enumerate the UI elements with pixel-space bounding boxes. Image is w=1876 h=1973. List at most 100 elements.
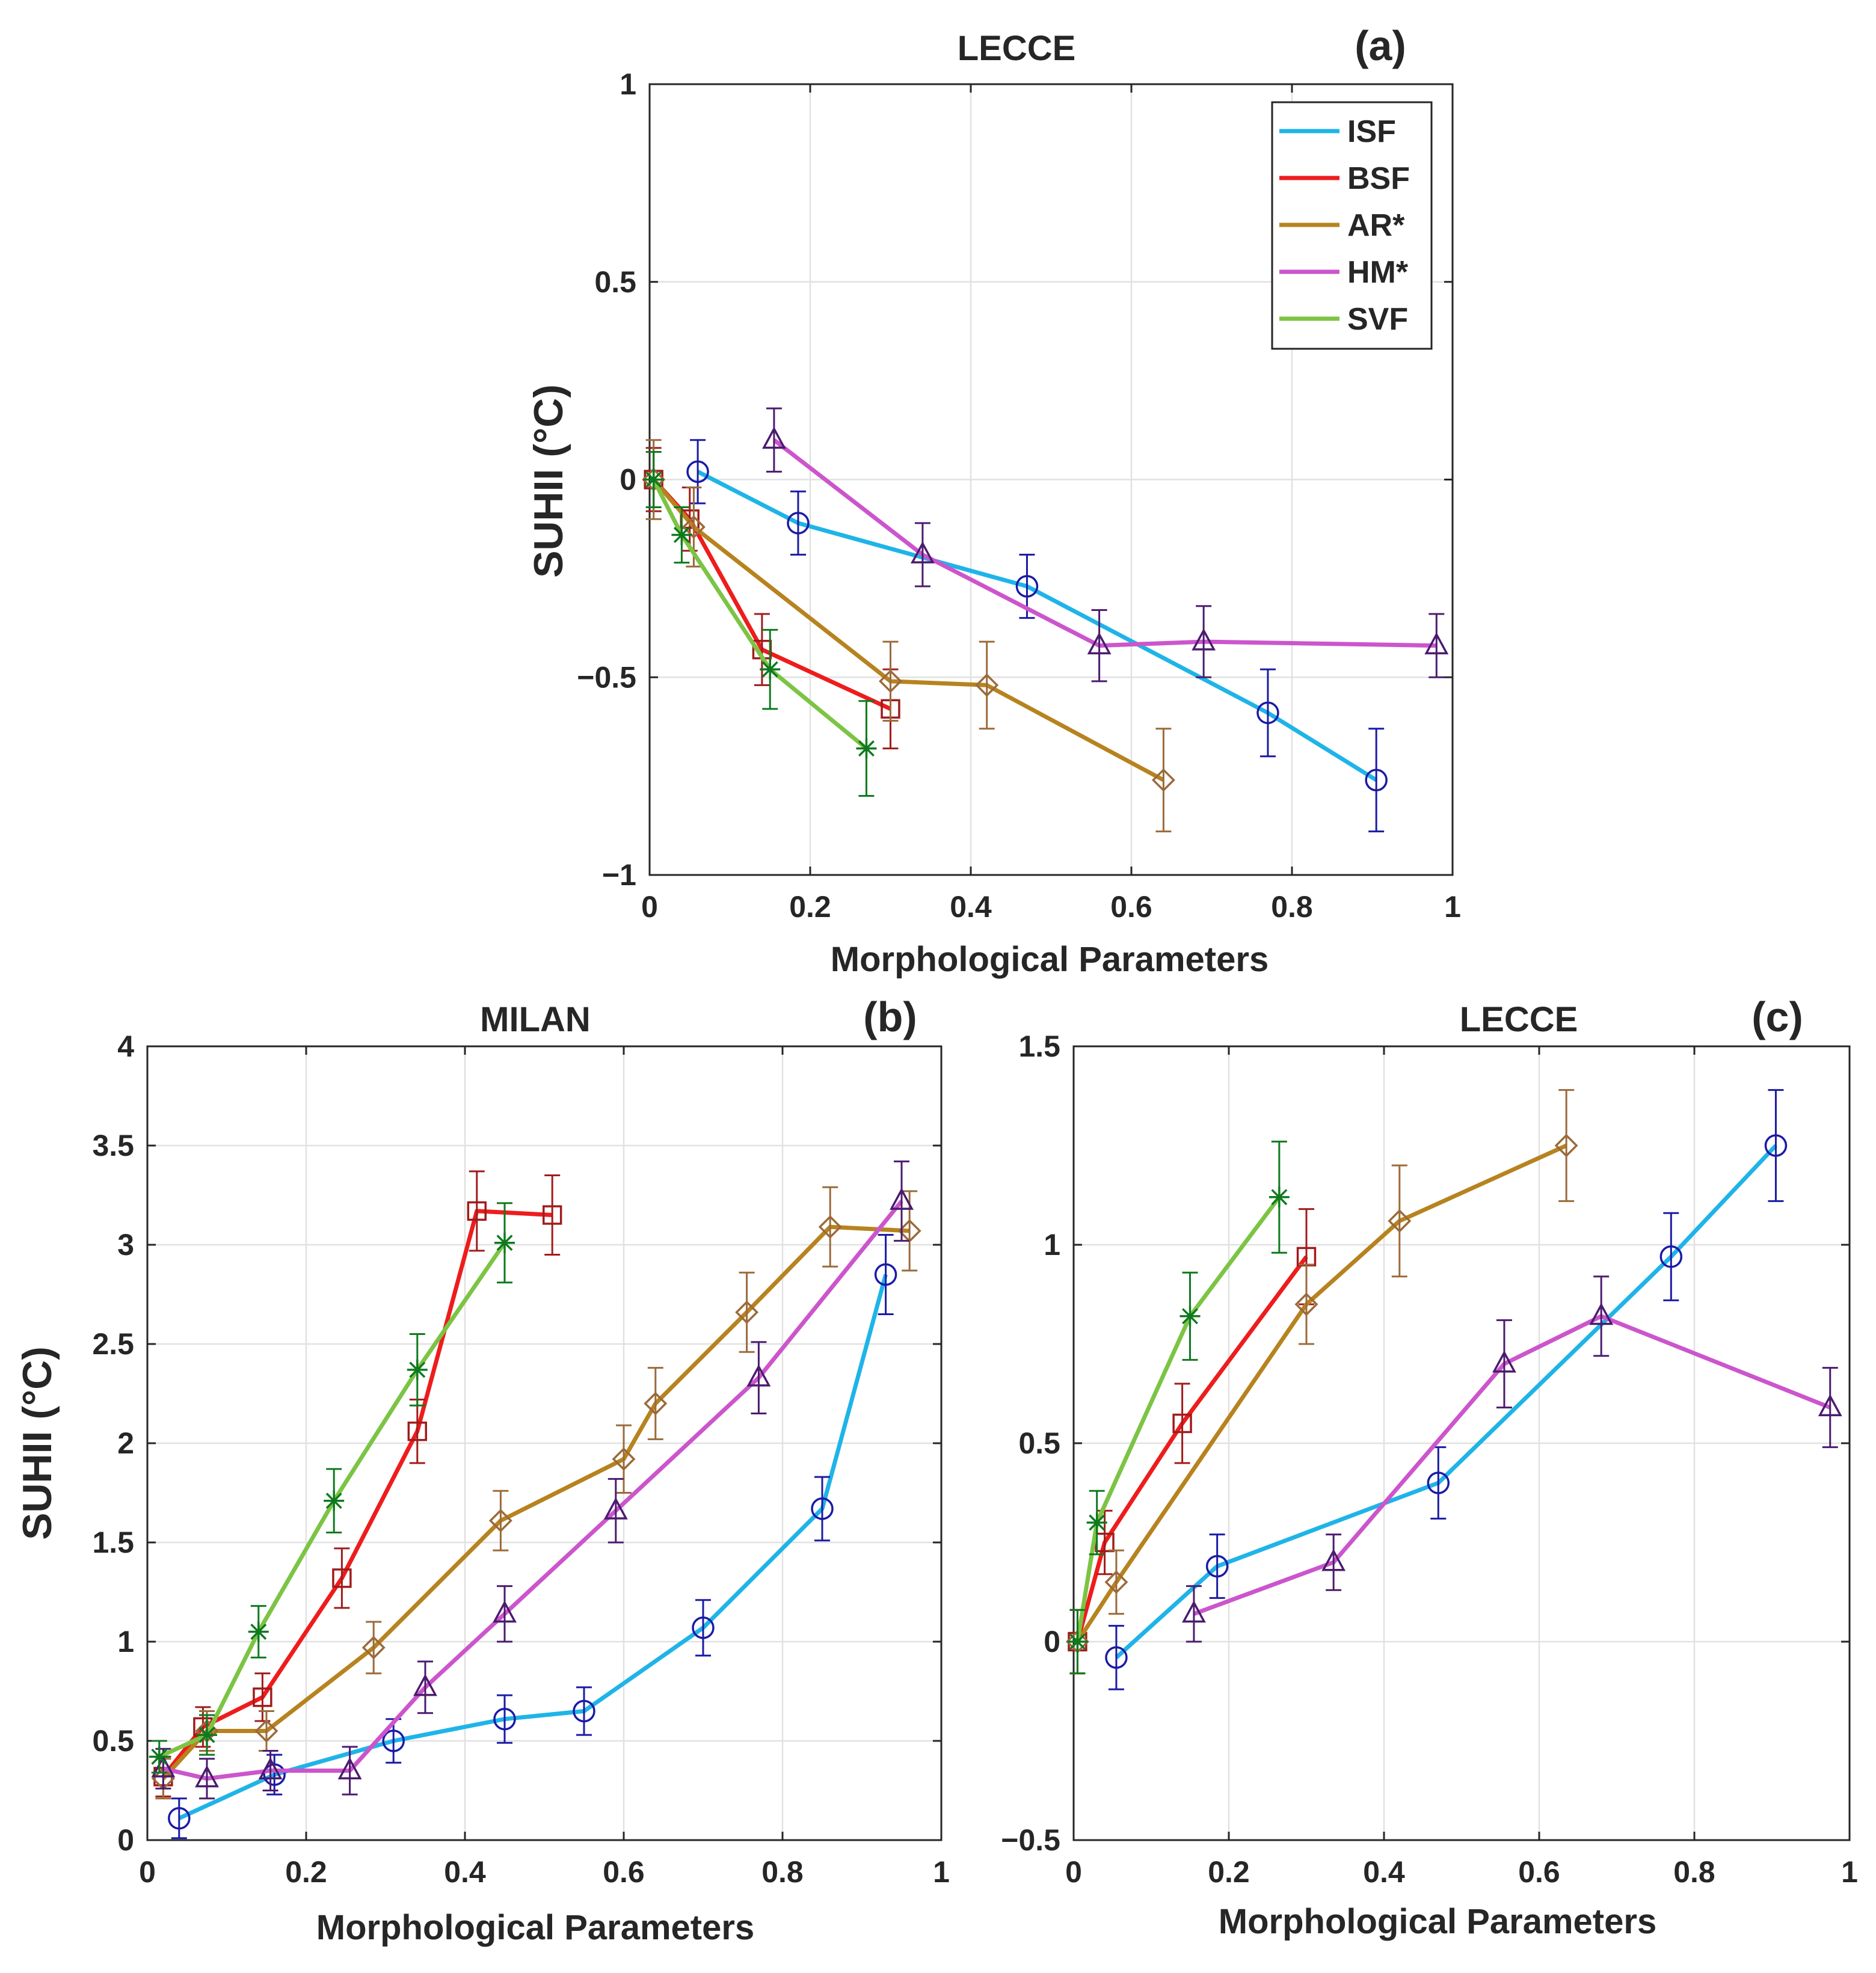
series-isf xyxy=(1105,1089,1788,1690)
data-point xyxy=(1321,1548,1346,1571)
data-point xyxy=(407,1359,428,1380)
legend-entry: AR* xyxy=(1347,208,1405,243)
data-point xyxy=(890,1188,914,1210)
data-point xyxy=(1015,575,1039,598)
error-bar xyxy=(1186,1585,1202,1643)
error-bar xyxy=(1768,1089,1784,1202)
series-line xyxy=(158,1241,506,1759)
data-point xyxy=(692,1616,715,1639)
error-bar xyxy=(1299,1263,1314,1345)
data-point xyxy=(494,1232,515,1253)
x-tick-label: 0.2 xyxy=(789,890,831,924)
error-bar xyxy=(1368,728,1385,833)
data-point xyxy=(1294,1292,1318,1316)
error-bar xyxy=(1108,1549,1124,1615)
chart-title: LECCE xyxy=(958,29,1076,68)
error-bar xyxy=(607,1477,624,1544)
x-tick-label: 0.4 xyxy=(950,890,992,924)
error-bar xyxy=(334,1547,350,1609)
error-bar xyxy=(493,1490,509,1551)
error-bar xyxy=(822,1186,838,1268)
x-tick-label: 0.6 xyxy=(1110,890,1152,924)
data-point xyxy=(1554,1134,1578,1158)
data-point xyxy=(1424,632,1449,655)
y-tick-label: −0.5 xyxy=(577,660,636,694)
error-bar xyxy=(171,1797,187,1840)
y-tick-label: 0.5 xyxy=(594,265,636,299)
data-point xyxy=(407,1422,427,1441)
data-point xyxy=(1179,1306,1201,1327)
data-point xyxy=(1589,1303,1614,1325)
error-bar xyxy=(1558,1089,1575,1202)
data-point xyxy=(671,524,692,545)
x-tick-label: 0.4 xyxy=(1363,1855,1405,1889)
y-tick-label: 1.5 xyxy=(1018,1029,1060,1063)
data-point xyxy=(897,1219,921,1243)
error-bar xyxy=(616,1424,632,1494)
data-point xyxy=(787,512,810,535)
error-bar xyxy=(790,490,806,556)
data-point xyxy=(248,1621,269,1642)
data-point xyxy=(324,1490,345,1511)
x-tick-label: 0.8 xyxy=(1271,890,1313,924)
data-point xyxy=(361,1636,386,1660)
data-point xyxy=(975,673,999,697)
y-tick-label: 1 xyxy=(117,1625,134,1658)
panel-label: (c) xyxy=(1751,993,1803,1040)
data-point xyxy=(1269,1186,1290,1207)
y-tick-label: 0.5 xyxy=(1018,1426,1060,1460)
data-point xyxy=(746,1364,771,1387)
error-bar xyxy=(1663,1212,1679,1301)
error-bar xyxy=(469,1170,485,1252)
data-point xyxy=(493,1707,516,1731)
error-bar xyxy=(266,1754,283,1796)
data-point xyxy=(573,1699,595,1723)
error-bar xyxy=(1259,668,1276,758)
error-bar xyxy=(690,439,706,505)
y-axis-label: SUHII (°C) xyxy=(14,1346,60,1540)
data-point xyxy=(643,469,664,490)
x-tick-label: 0.4 xyxy=(444,1855,486,1889)
x-tick-label: 0 xyxy=(641,890,658,924)
y-tick-label: 1.5 xyxy=(92,1526,134,1559)
data-point xyxy=(612,1447,636,1471)
data-point xyxy=(332,1568,352,1588)
data-point xyxy=(681,515,706,539)
y-tick-label: 3.5 xyxy=(92,1129,134,1162)
series-isf xyxy=(686,439,1388,833)
error-bar xyxy=(754,613,770,686)
series-svf xyxy=(149,1202,515,1774)
data-point xyxy=(1192,628,1216,651)
data-point xyxy=(1087,632,1112,655)
x-tick-label: 0.2 xyxy=(1208,1855,1250,1889)
error-bar xyxy=(695,1599,711,1657)
x-tick-label: 0 xyxy=(139,1855,156,1889)
legend: ISF BSF AR* HM* SVF xyxy=(1271,101,1433,350)
y-tick-label: 1 xyxy=(620,67,636,101)
data-point xyxy=(258,1757,283,1779)
error-bar xyxy=(1108,1625,1124,1690)
error-bar xyxy=(1593,1275,1610,1357)
data-point xyxy=(1151,768,1175,792)
data-point xyxy=(1659,1245,1683,1268)
y-axis-label: SUHII (°C) xyxy=(526,384,571,578)
error-bar xyxy=(366,1621,382,1675)
legend-entry: BSF xyxy=(1347,161,1410,196)
error-bar xyxy=(979,640,995,730)
x-tick-label: 1 xyxy=(1444,890,1461,924)
data-point xyxy=(413,1674,437,1696)
data-point xyxy=(874,1263,897,1286)
data-point xyxy=(254,1719,278,1743)
series-bsf xyxy=(153,1170,562,1797)
panel-label: (a) xyxy=(1355,22,1406,69)
x-tick-label: 0.2 xyxy=(285,1855,327,1889)
data-point xyxy=(1095,1532,1115,1553)
x-tick-label: 0.8 xyxy=(1673,1855,1715,1889)
data-point xyxy=(1764,1134,1788,1157)
data-point xyxy=(686,460,709,483)
error-bar xyxy=(1496,1319,1512,1409)
error-bar xyxy=(1822,1367,1838,1449)
series-svf xyxy=(1067,1140,1290,1675)
data-point xyxy=(382,1729,405,1752)
error-bar xyxy=(1155,728,1172,833)
